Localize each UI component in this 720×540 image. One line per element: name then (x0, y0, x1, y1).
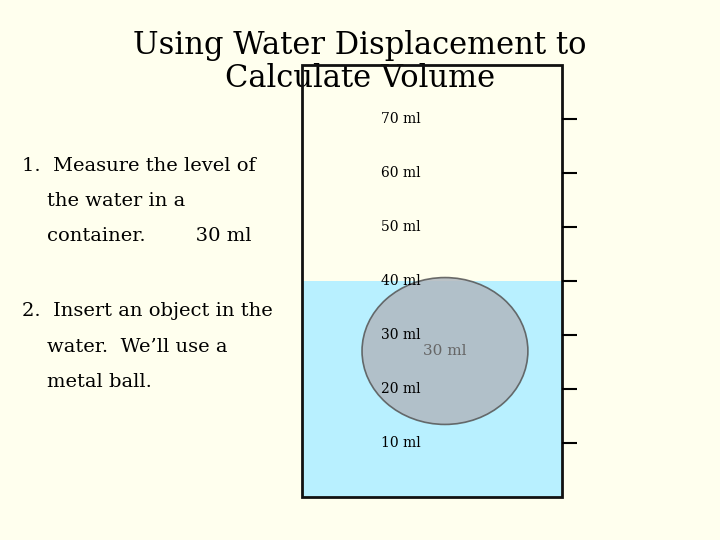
Text: the water in a: the water in a (22, 192, 185, 210)
Text: 60 ml: 60 ml (381, 166, 420, 180)
Text: Calculate Volume: Calculate Volume (225, 63, 495, 94)
Text: 10 ml: 10 ml (381, 436, 420, 450)
Text: 30 ml: 30 ml (423, 344, 467, 358)
Text: 30 ml: 30 ml (381, 328, 420, 342)
Text: container.        30 ml: container. 30 ml (22, 227, 251, 245)
Text: 20 ml: 20 ml (381, 382, 420, 396)
Bar (302, 65, 562, 497)
Text: Using Water Displacement to: Using Water Displacement to (133, 30, 587, 62)
Text: 50 ml: 50 ml (381, 220, 420, 234)
Text: metal ball.: metal ball. (22, 373, 151, 390)
Text: 70 ml: 70 ml (381, 112, 420, 126)
Text: 1.  Measure the level of: 1. Measure the level of (22, 157, 256, 174)
Text: 40 ml: 40 ml (381, 274, 420, 288)
Text: water.  We’ll use a: water. We’ll use a (22, 338, 227, 355)
Ellipse shape (362, 278, 528, 424)
Bar (302, 281, 562, 497)
Text: 2.  Insert an object in the: 2. Insert an object in the (22, 302, 272, 320)
